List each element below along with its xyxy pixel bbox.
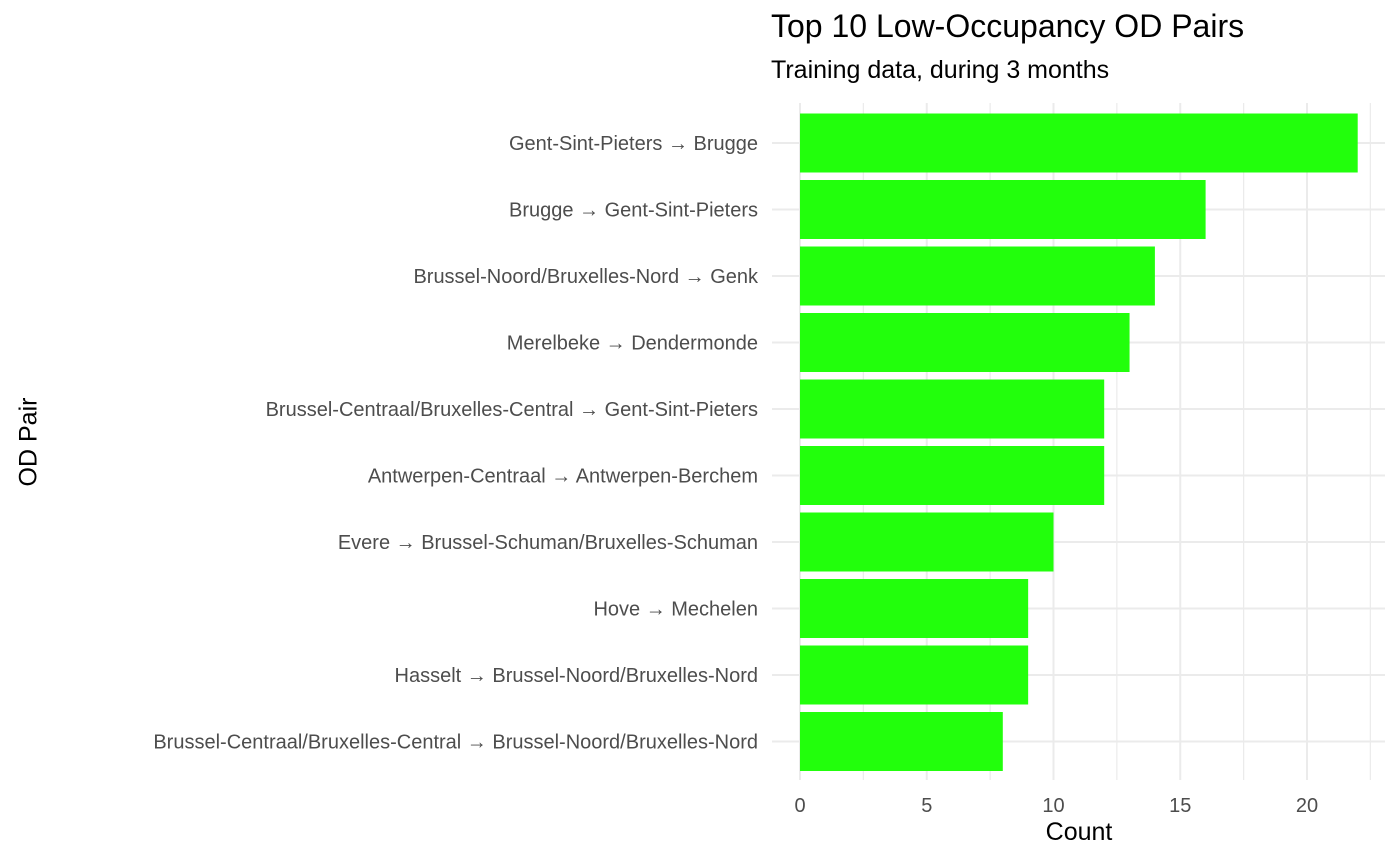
- x-tick-label: 15: [1169, 795, 1191, 817]
- bar: [800, 712, 1003, 771]
- x-tick-label: 0: [794, 795, 805, 817]
- y-tick-label: Brussel-Centraal/Bruxelles-Central → Bru…: [153, 732, 758, 754]
- x-tick-label: 20: [1296, 795, 1318, 817]
- y-tick-label: Brussel-Centraal/Bruxelles-Central → Gen…: [266, 399, 758, 421]
- x-axis-label: Count: [1045, 818, 1113, 846]
- bar: [800, 113, 1358, 173]
- bar: [800, 446, 1105, 505]
- x-tick-label: 5: [921, 795, 932, 817]
- bar: [800, 579, 1029, 638]
- y-tick-label: Brugge → Gent-Sint-Pieters: [509, 200, 758, 222]
- y-tick-label: Hasselt → Brussel-Noord/Bruxelles-Nord: [395, 665, 758, 687]
- bar: [800, 313, 1130, 372]
- y-tick-label: Brussel-Noord/Bruxelles-Nord → Genk: [413, 266, 759, 288]
- chart-title: Top 10 Low-Occupancy OD Pairs: [771, 8, 1245, 44]
- bar: [800, 379, 1105, 439]
- bar: [800, 180, 1206, 239]
- bar: [800, 512, 1054, 572]
- y-tick-label: Merelbeke → Dendermonde: [507, 333, 758, 355]
- chart-subtitle: Training data, during 3 months: [771, 56, 1110, 84]
- y-tick-label: Hove → Mechelen: [593, 599, 758, 621]
- y-tick-label: Antwerpen-Centraal → Antwerpen-Berchem: [368, 466, 758, 488]
- bar: [800, 246, 1155, 306]
- y-tick-label: Evere → Brussel-Schuman/Bruxelles-Schuma…: [338, 532, 758, 554]
- x-tick-label: 10: [1042, 795, 1064, 817]
- y-tick-label: Gent-Sint-Pieters → Brugge: [509, 133, 758, 155]
- bar: [800, 645, 1029, 705]
